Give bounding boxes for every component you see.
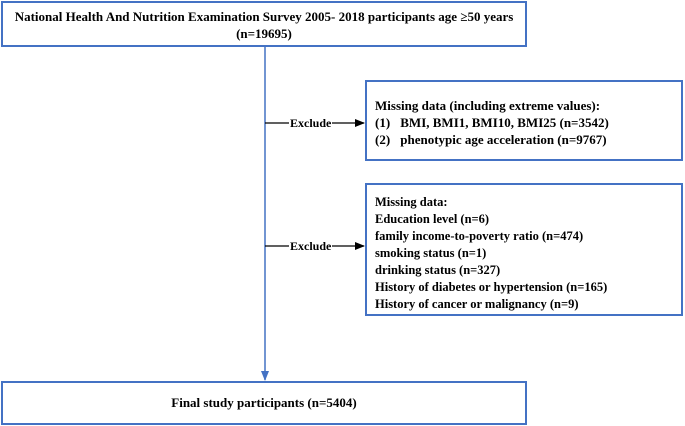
enrollment-count: (n=19695)	[236, 26, 292, 41]
exclude-label-1: Exclude	[289, 116, 333, 130]
exclusion-1-item-text: BMI, BMI1, BMI10, BMI25 (n=3542)	[400, 115, 609, 130]
exclusion-1-item-text: phenotypic age acceleration (n=9767)	[400, 132, 607, 147]
exclusion-2-item: History of cancer or malignancy (n=9)	[375, 297, 579, 311]
exclusion-2-item: History of diabetes or hypertension (n=1…	[375, 280, 608, 294]
exclusion-2-item: Education level (n=6)	[375, 212, 490, 226]
exclusion-1-title: Missing data (including extreme values):	[375, 98, 601, 113]
exclusion-2-item: family income-to-poverty ratio (n=474)	[375, 229, 584, 243]
exclusion-2-item: drinking status (n=327)	[375, 263, 501, 277]
exclusion-1-item-number: (1)	[375, 115, 391, 130]
exclude-label-2: Exclude	[289, 239, 333, 253]
exclusion-2-item: smoking status (n=1)	[375, 246, 487, 260]
enrollment-box: National Health And Nutrition Examinatio…	[1, 1, 527, 47]
exclusion-1-item-number: (2)	[375, 132, 391, 147]
final-participants-text: Final study participants (n=5404)	[171, 395, 357, 410]
final-participants-box: Final study participants (n=5404)	[1, 381, 527, 425]
exclusion-1-item: (2) phenotypic age acceleration (n=9767)	[375, 131, 681, 148]
enrollment-title: National Health And Nutrition Examinatio…	[14, 9, 514, 24]
exclusion-box-2: Missing data: Education level (n=6) fami…	[365, 183, 683, 316]
exclusion-box-1: Missing data (including extreme values):…	[365, 80, 683, 161]
exclusion-2-title: Missing data:	[375, 195, 448, 209]
exclusion-1-item: (1) BMI, BMI1, BMI10, BMI25 (n=3542)	[375, 114, 681, 131]
